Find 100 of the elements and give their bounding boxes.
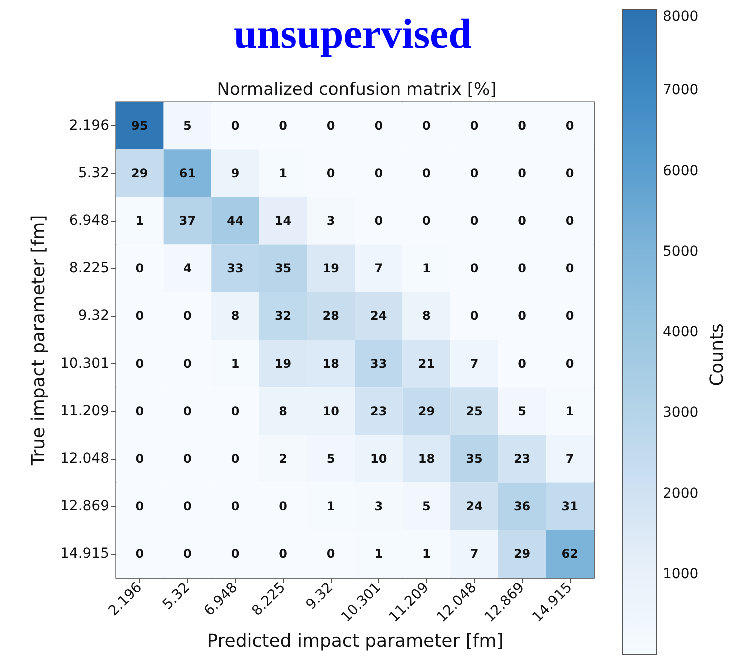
annotation: 0	[518, 166, 526, 180]
chart-subtitle: Normalized confusion matrix [%]	[217, 80, 497, 100]
annotation: 0	[566, 309, 574, 324]
annotation: 0	[231, 118, 240, 133]
annotation: 0	[422, 166, 431, 180]
annotation: 5	[184, 118, 192, 133]
annotation: 8	[422, 309, 431, 324]
annotation: 18	[418, 452, 436, 466]
color-bar-label: 8000	[663, 9, 699, 25]
annotation: 0	[326, 166, 336, 180]
y-tick-label: 5.32	[78, 165, 110, 182]
y-tick-label: 2.196	[69, 118, 110, 134]
annotation: 7	[566, 452, 574, 466]
annotation: 0	[470, 118, 479, 133]
annotation: 0	[136, 452, 144, 466]
annotation: 0	[518, 309, 526, 324]
annotation: 0	[470, 262, 479, 276]
annotation: 0	[518, 214, 526, 228]
annotation: 5	[326, 452, 336, 466]
annotation: 0	[184, 500, 192, 514]
annotation: 1	[374, 547, 384, 562]
annotation: 1	[422, 547, 431, 562]
annotation: 0	[566, 356, 574, 371]
annotation: 0	[279, 547, 288, 562]
color-bar-title: Counts	[707, 324, 728, 386]
annotation: 19	[322, 262, 340, 276]
y-tick-label: 12.048	[60, 451, 110, 467]
annotation: 1	[136, 214, 144, 228]
color-bar-label: 1000	[663, 566, 699, 582]
annotation: 31	[562, 500, 578, 514]
annotation: 37	[179, 214, 196, 228]
annotation: 0	[231, 452, 240, 466]
annotation: 23	[514, 452, 531, 466]
chart-title: unsupervised	[234, 12, 472, 58]
annotation: 0	[470, 214, 479, 228]
color-bar-label: 3000	[663, 405, 699, 422]
annotation: 0	[279, 500, 288, 514]
annotation: 0	[470, 309, 479, 324]
annotation: 5	[518, 404, 526, 418]
annotation: 5	[422, 500, 431, 514]
x-axis-title: Predicted impact parameter [fm]	[207, 631, 504, 652]
annotation: 0	[518, 118, 526, 133]
annotation: 0	[231, 500, 240, 514]
color-bar-label: 7000	[663, 82, 699, 99]
annotation: 3	[326, 214, 336, 228]
y-tick-label: 14.915	[60, 546, 110, 562]
annotation: 0	[470, 166, 479, 180]
annotation: 7	[470, 547, 479, 562]
annotation: 0	[136, 262, 144, 276]
annotation: 32	[274, 309, 292, 324]
annotation: 0	[374, 166, 384, 180]
y-tick-label: 11.209	[60, 403, 110, 420]
annotation: 1	[422, 262, 431, 276]
annotation: 9	[231, 166, 240, 180]
annotation: 95	[132, 118, 148, 133]
annotation: 0	[566, 262, 574, 276]
annotation: 1	[326, 500, 336, 514]
annotation: 4	[184, 262, 192, 276]
annotation: 0	[279, 118, 288, 133]
annotation: 0	[136, 500, 144, 514]
annotation: 0	[184, 404, 192, 418]
color-bar-label: 6000	[663, 163, 699, 180]
annotation: 29	[418, 404, 436, 418]
annotation: 35	[466, 452, 483, 466]
annotation: 14	[274, 214, 292, 228]
annotation: 0	[184, 356, 192, 371]
annotation: 0	[231, 547, 240, 562]
y-tick-label: 12.869	[60, 498, 110, 515]
annotation: 7	[470, 356, 479, 371]
annotation: 1	[231, 356, 240, 371]
annotation: 10	[322, 404, 340, 418]
y-tick-label: 9.32	[78, 308, 110, 324]
annotation: 0	[136, 356, 144, 371]
annotation: 33	[370, 356, 388, 371]
annotation: 0	[184, 547, 192, 562]
annotation: 8	[231, 309, 240, 324]
annotation: 29	[132, 166, 148, 180]
annotation: 28	[322, 309, 340, 324]
color-bar-label: 2000	[663, 486, 699, 502]
color-bar-label: 4000	[663, 324, 699, 340]
annotation: 0	[326, 547, 336, 562]
annotation: 36	[514, 500, 531, 514]
annotation: 0	[422, 118, 431, 133]
annotation: 0	[518, 262, 526, 276]
annotation: 2	[279, 452, 288, 466]
y-tick-label: 6.948	[69, 213, 110, 229]
annotation: 33	[227, 262, 244, 276]
annotation: 25	[466, 404, 483, 418]
annotation: 0	[566, 166, 574, 180]
annotation: 1	[279, 166, 288, 180]
annotation: 0	[184, 452, 192, 466]
annotation: 21	[418, 356, 436, 371]
annotation: 0	[566, 118, 574, 133]
annotation: 3	[374, 500, 384, 514]
annotation: 0	[184, 309, 192, 324]
annotation: 0	[566, 214, 574, 228]
annotation: 10	[370, 452, 388, 466]
annotation: 18	[322, 356, 340, 371]
annotation: 24	[370, 309, 388, 324]
annotation: 0	[136, 404, 144, 418]
